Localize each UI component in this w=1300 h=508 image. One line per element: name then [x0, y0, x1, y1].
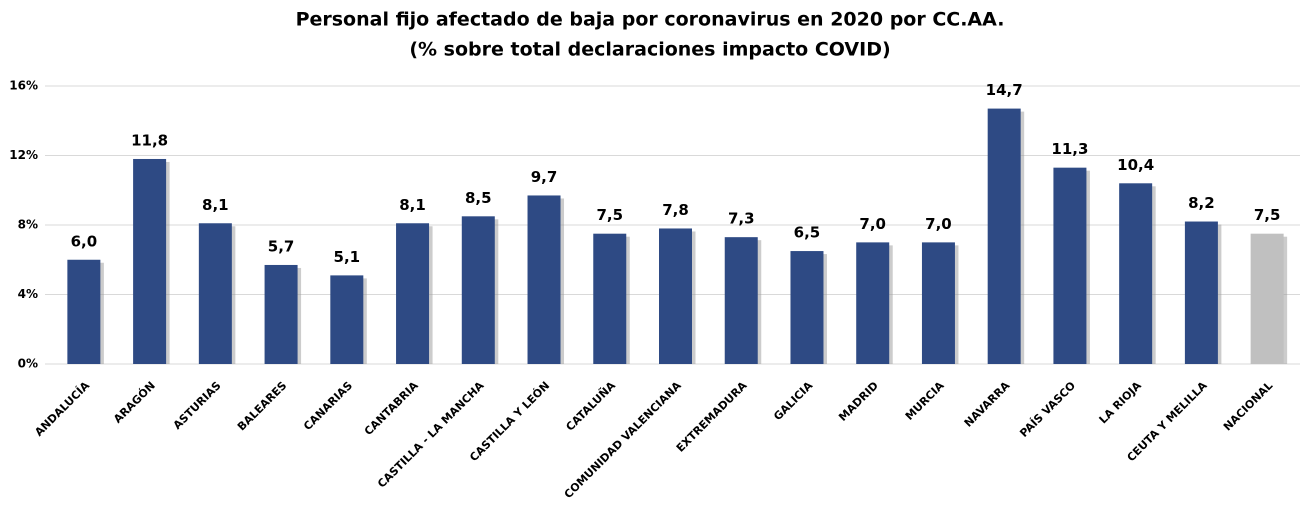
bar	[1119, 183, 1153, 364]
x-tick-label: ANDALUCÍA	[32, 379, 92, 439]
x-tick-label: BALEARES	[235, 379, 289, 433]
bar	[921, 242, 955, 364]
bar	[396, 223, 430, 364]
bar	[790, 251, 824, 364]
value-label: 7,3	[728, 210, 755, 228]
bar	[593, 233, 627, 364]
bar	[330, 275, 364, 364]
x-tick-label: GALICIA	[771, 379, 815, 423]
value-label: 10,4	[1117, 156, 1154, 174]
x-tick-label: NACIONAL	[1221, 379, 1275, 433]
bar	[1250, 233, 1284, 364]
bar	[856, 242, 890, 364]
x-tick-label: ARAGÓN	[111, 379, 158, 426]
x-tick-label: EXTREMADURA	[674, 379, 750, 455]
value-label: 7,0	[859, 215, 886, 233]
x-tick-label: MURCIA	[903, 379, 947, 423]
bar	[67, 259, 101, 364]
x-tick-label: MADRID	[836, 379, 881, 424]
value-label: 11,8	[131, 131, 168, 149]
value-label: 7,5	[596, 206, 623, 224]
x-tick-label: PAÍS VASCO	[1017, 379, 1078, 440]
bar	[133, 158, 167, 364]
value-label: 9,7	[531, 168, 558, 186]
bar	[1053, 167, 1087, 364]
x-tick-label: CATALUÑA	[563, 379, 618, 434]
value-label: 8,2	[1188, 194, 1215, 212]
y-tick-label: 4%	[18, 287, 38, 301]
value-label: 7,0	[925, 215, 952, 233]
x-tick-label: LA RIOJA	[1097, 379, 1145, 427]
bar	[198, 223, 232, 364]
x-tick-label: CASTILLA - LA MANCHA	[375, 379, 487, 491]
value-label: 5,7	[268, 237, 295, 255]
value-label: 8,1	[399, 196, 426, 214]
value-label: 7,8	[662, 201, 689, 219]
chart-subtitle: (% sobre total declaraciones impacto COV…	[409, 39, 890, 61]
value-label: 7,5	[1254, 206, 1281, 224]
x-tick-label: ASTURIAS	[171, 379, 224, 432]
bar	[659, 228, 692, 364]
bar	[527, 195, 561, 364]
bar	[1184, 221, 1218, 364]
y-tick-label: 12%	[9, 148, 38, 162]
x-tick-label: COMUNIDAD VALENCIANA	[562, 379, 684, 501]
value-label: 6,5	[794, 224, 821, 242]
x-tick-label: CANARIAS	[301, 379, 355, 433]
bar	[987, 108, 1021, 365]
value-label: 5,1	[334, 248, 361, 266]
x-tick-label: NAVARRA	[962, 379, 1013, 430]
y-tick-label: 8%	[18, 218, 38, 232]
value-label: 14,7	[986, 81, 1023, 99]
value-label: 6,0	[71, 232, 98, 250]
bar	[461, 216, 495, 364]
value-label: 8,5	[465, 189, 492, 207]
y-tick-label: 16%	[9, 79, 38, 93]
bar	[264, 264, 298, 364]
x-tick-label: CANTABRIA	[362, 379, 421, 438]
y-tick-label: 0%	[18, 357, 38, 371]
bar	[724, 237, 758, 364]
value-label: 8,1	[202, 196, 229, 214]
value-label: 11,3	[1051, 140, 1088, 158]
chart-title: Personal fijo afectado de baja por coron…	[296, 9, 1005, 31]
